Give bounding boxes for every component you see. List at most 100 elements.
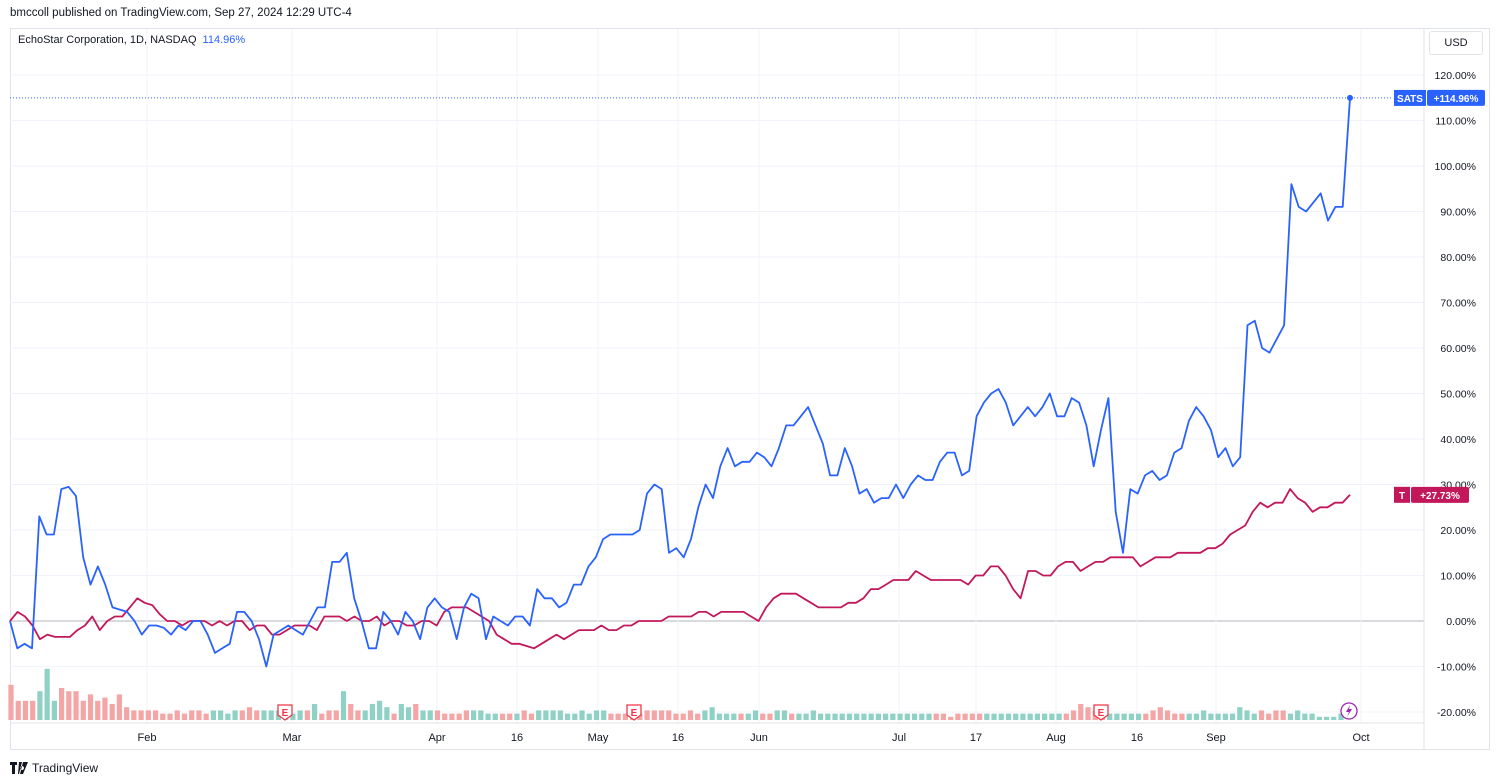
volume-bar	[1114, 713, 1120, 720]
T-name-label: T	[1399, 491, 1405, 502]
y-tick-label: 90.00%	[1440, 207, 1476, 219]
y-tick-label: 10.00%	[1440, 571, 1476, 583]
volume-bar	[1150, 710, 1156, 720]
volume-bar	[875, 713, 881, 720]
earnings-letter: E	[631, 708, 638, 719]
earnings-letter: E	[1098, 708, 1105, 719]
x-tick-label: Jul	[892, 732, 906, 744]
volume-bar	[1027, 713, 1033, 720]
volume-bar	[514, 713, 520, 720]
volume-bar	[1143, 713, 1149, 720]
y-tick-label: 60.00%	[1440, 343, 1476, 355]
volume-bar	[731, 713, 737, 720]
volume-bar	[427, 710, 433, 720]
earnings-icon: E	[626, 704, 642, 721]
volume-bar	[384, 707, 390, 720]
volume-bar	[1063, 713, 1069, 720]
legend-symbol[interactable]: EchoStar Corporation, 1D, NASDAQ	[18, 34, 197, 46]
volume-bar	[30, 700, 36, 720]
volume-bar	[181, 713, 188, 720]
volume-bar	[601, 710, 607, 720]
y-tick-label: 20.00%	[1440, 525, 1476, 537]
tradingview-logo-icon	[10, 762, 28, 774]
x-tick-label: 16	[511, 732, 523, 744]
series-line-t	[9, 488, 1351, 650]
volume-bar	[593, 710, 600, 720]
volume-bar	[1042, 713, 1048, 720]
volume-bar	[218, 710, 224, 720]
x-tick-label: Feb	[138, 732, 157, 744]
volume-bar	[499, 713, 506, 720]
x-tick-label: May	[588, 732, 609, 744]
volume-bar	[1258, 710, 1265, 720]
volume-bar	[507, 713, 513, 720]
x-tick-label: Sep	[1206, 732, 1226, 744]
volume-bar	[485, 713, 491, 720]
volume-bar	[22, 700, 29, 720]
volume-bar	[883, 713, 889, 720]
currency-button[interactable]: USD	[1429, 31, 1483, 55]
volume-bar	[723, 713, 730, 720]
volume-bar	[666, 710, 672, 720]
volume-bar	[290, 713, 296, 720]
volume-bar	[311, 704, 318, 720]
volume-bar	[196, 710, 202, 720]
volume-bar	[340, 691, 347, 720]
y-tick-label: 100.00%	[1435, 161, 1476, 173]
volume-bar	[738, 713, 744, 720]
volume-bar	[998, 713, 1004, 720]
volume-bar	[152, 710, 159, 720]
earnings-badge	[1093, 704, 1109, 721]
chart-frame	[10, 28, 1490, 750]
volume-bar	[58, 688, 65, 720]
y-tick-label: 110.00%	[1435, 116, 1476, 128]
volume-bar	[521, 710, 527, 720]
volume-bar	[1266, 713, 1272, 720]
volume-bar	[868, 713, 874, 720]
footer-brand[interactable]: TradingView	[10, 761, 98, 775]
volume-bar	[1179, 713, 1185, 720]
volume-bar	[405, 707, 412, 720]
x-tick-label: 17	[970, 732, 982, 744]
chart-legend[interactable]: EchoStar Corporation, 1D, NASDAQ 114.96%	[18, 34, 245, 46]
volume-bar	[550, 710, 556, 720]
volume-bar	[391, 713, 397, 720]
volume-bar	[1309, 713, 1315, 720]
volume-bar	[232, 710, 238, 720]
volume-bar	[586, 713, 592, 720]
volume-bar	[702, 710, 708, 720]
volume-bar	[658, 710, 665, 720]
volume-bar	[1229, 713, 1236, 720]
volume-bar	[174, 710, 180, 720]
volume-bar	[434, 710, 441, 720]
volume-bar	[1316, 716, 1322, 720]
volume-bar	[557, 710, 563, 720]
volume-bar	[66, 691, 72, 720]
x-tick-label: Aug	[1046, 732, 1066, 744]
volume-bar	[948, 716, 954, 720]
volume-bar	[131, 710, 137, 720]
volume-bar	[160, 713, 166, 720]
volume-bar	[955, 713, 961, 720]
volume-bar	[95, 700, 101, 720]
earnings-letter: E	[282, 708, 289, 719]
y-tick-label: 50.00%	[1440, 389, 1476, 401]
volume-bar	[564, 713, 571, 720]
volume-bar	[51, 700, 57, 720]
volume-bar	[1049, 713, 1055, 720]
volume-bar	[752, 710, 759, 720]
volume-bar	[911, 713, 918, 720]
SATS-name-label: SATS	[1397, 94, 1423, 105]
volume-bar	[1070, 710, 1077, 720]
volume-bar	[1121, 713, 1127, 720]
volume-bar	[471, 710, 477, 720]
volume-bar	[333, 710, 339, 720]
volume-bar	[456, 713, 462, 720]
volume-bar	[933, 713, 939, 720]
volume-bar	[1323, 716, 1330, 720]
volume-bar	[1302, 713, 1308, 720]
volume-bar	[651, 710, 657, 720]
volume-bar	[904, 713, 910, 720]
volume-bar	[319, 713, 325, 720]
